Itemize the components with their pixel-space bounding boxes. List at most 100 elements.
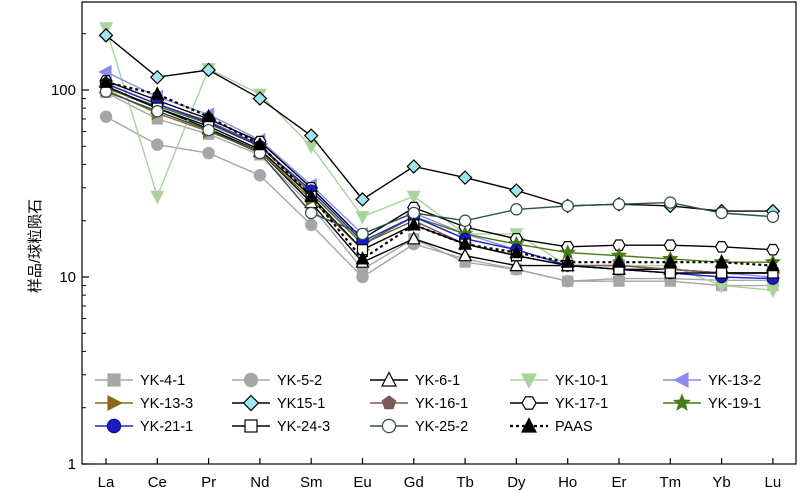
data-point bbox=[714, 254, 729, 268]
data-point bbox=[715, 267, 728, 279]
legend-marker bbox=[673, 372, 689, 388]
legend-label: YK-10-1 bbox=[555, 373, 608, 389]
legend-label: YK-4-1 bbox=[140, 373, 185, 389]
data-point bbox=[252, 136, 267, 151]
data-point bbox=[407, 206, 420, 220]
legend-entry: YK-4-1 bbox=[95, 373, 185, 389]
data-point bbox=[201, 108, 216, 123]
legend-marker bbox=[243, 372, 259, 388]
x-tick-label: Tm bbox=[659, 474, 681, 491]
data-point bbox=[458, 214, 472, 227]
legend-label: PAAS bbox=[555, 419, 593, 435]
data-point bbox=[151, 105, 164, 118]
series-line bbox=[105, 87, 773, 263]
data-point bbox=[355, 192, 370, 207]
x-tick-label: Dy bbox=[507, 474, 526, 491]
data-point bbox=[766, 243, 780, 256]
x-tick-label: Eu bbox=[353, 474, 371, 491]
data-point bbox=[201, 62, 216, 78]
x-tick-label: Ce bbox=[148, 474, 167, 491]
data-point bbox=[202, 146, 215, 160]
data-point bbox=[766, 210, 780, 223]
series-line bbox=[105, 34, 773, 212]
data-point bbox=[151, 138, 164, 151]
series-line bbox=[105, 90, 773, 235]
plot-frame bbox=[81, 1, 797, 465]
series-line bbox=[105, 81, 773, 267]
series-line bbox=[105, 91, 773, 287]
series-yk-25-2 bbox=[99, 85, 780, 241]
legend-label: YK-17-1 bbox=[555, 396, 608, 412]
data-point bbox=[458, 247, 473, 262]
data-point bbox=[355, 251, 370, 265]
x-tick-label: La bbox=[98, 474, 115, 491]
legend-label: YK15-1 bbox=[277, 396, 325, 412]
series-line bbox=[105, 116, 773, 282]
data-point bbox=[663, 254, 678, 268]
x-tick-label: Tb bbox=[456, 474, 474, 491]
data-point bbox=[99, 74, 113, 88]
data-point bbox=[98, 64, 112, 79]
data-point bbox=[406, 231, 421, 245]
legend-marker bbox=[672, 393, 692, 411]
legend-label: YK-5-2 bbox=[277, 373, 322, 389]
legend-label: YK-13-2 bbox=[708, 373, 761, 389]
data-point bbox=[509, 244, 524, 259]
series-paas bbox=[99, 74, 780, 272]
data-point bbox=[406, 217, 421, 231]
data-point bbox=[150, 86, 165, 100]
legend-marker bbox=[521, 373, 537, 389]
x-tick-label: Ho bbox=[558, 474, 577, 491]
data-point bbox=[561, 199, 574, 213]
x-tick-label: Yb bbox=[712, 474, 730, 491]
legend-entry: YK-21-1 bbox=[95, 418, 193, 435]
legend-label: YK-24-3 bbox=[277, 419, 330, 435]
data-point bbox=[663, 239, 677, 251]
data-point bbox=[664, 196, 677, 209]
series-line bbox=[105, 27, 773, 291]
data-point bbox=[252, 91, 268, 106]
data-point bbox=[509, 183, 524, 198]
data-point bbox=[406, 159, 422, 174]
data-point bbox=[304, 188, 319, 202]
legend-marker bbox=[106, 418, 122, 434]
data-point bbox=[457, 170, 473, 185]
legend-marker bbox=[381, 371, 397, 387]
legend-marker bbox=[381, 418, 397, 434]
data-point bbox=[305, 218, 318, 232]
data-point bbox=[509, 257, 524, 272]
legend-label: YK-13-3 bbox=[140, 396, 193, 412]
data-point bbox=[664, 267, 676, 279]
legend-label: YK-16-1 bbox=[415, 396, 468, 412]
legend-entry: YK-25-2 bbox=[370, 418, 468, 435]
legend-label: YK-19-1 bbox=[708, 396, 761, 412]
y-axis-label: 样品/球粒陨石 bbox=[27, 199, 44, 293]
legend-entry: YK-19-1 bbox=[663, 393, 761, 412]
legend-entry: YK-13-3 bbox=[95, 395, 193, 412]
data-point bbox=[714, 241, 729, 253]
data-point bbox=[458, 236, 473, 250]
legend-label: YK-21-1 bbox=[140, 419, 193, 435]
legend-entry: YK-13-2 bbox=[663, 372, 761, 389]
data-point bbox=[202, 123, 215, 137]
data-point bbox=[560, 254, 575, 268]
data-point bbox=[149, 69, 165, 85]
legend-entry: YK-24-3 bbox=[232, 419, 330, 435]
legend-marker bbox=[521, 417, 537, 433]
legend-entry: YK-6-1 bbox=[370, 371, 460, 389]
x-tick-label: Er bbox=[612, 474, 627, 491]
data-point bbox=[98, 27, 114, 43]
data-point bbox=[561, 274, 574, 288]
legend-label: YK-6-1 bbox=[415, 373, 460, 389]
data-point bbox=[99, 110, 113, 123]
data-point bbox=[150, 190, 165, 205]
data-point bbox=[356, 270, 369, 284]
legend-entry: YK-16-1 bbox=[370, 395, 468, 412]
data-point bbox=[612, 198, 626, 211]
data-point bbox=[765, 284, 780, 298]
x-tick-label: Sm bbox=[300, 474, 323, 491]
legend-marker bbox=[244, 419, 258, 433]
data-point bbox=[303, 128, 319, 143]
legend-entry: YK-10-1 bbox=[510, 373, 608, 389]
data-point bbox=[612, 254, 626, 268]
